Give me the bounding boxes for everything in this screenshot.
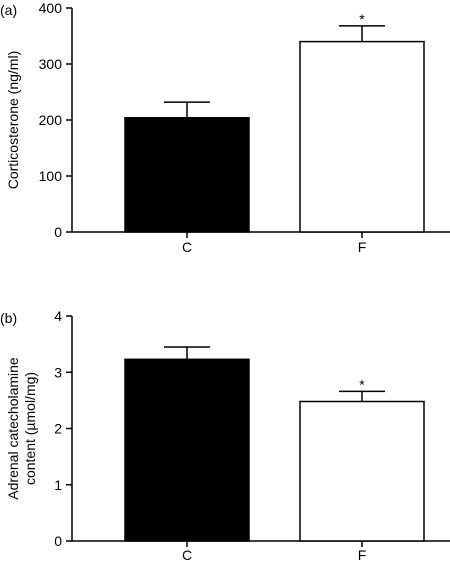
category-label: F [358, 239, 367, 255]
y-tick-label: 300 [39, 56, 63, 72]
y-axis-title: Adrenal catecholamine [5, 357, 21, 500]
panel-label: (a) [0, 2, 17, 18]
bar-f [299, 400, 425, 542]
bar-f [299, 40, 425, 233]
category-label: F [358, 547, 367, 562]
significance-marker: * [359, 11, 365, 27]
y-tick-label: 0 [54, 533, 62, 549]
y-axis-title: Corticosterone (ng/ml) [5, 51, 21, 190]
bar-c [124, 358, 250, 542]
y-tick-label: 0 [54, 224, 62, 240]
category-label: C [182, 239, 192, 255]
category-label: C [182, 547, 192, 562]
y-tick-label: 4 [54, 308, 62, 324]
y-tick-label: 200 [39, 112, 63, 128]
panel-label: (b) [0, 310, 17, 326]
y-tick-label: 1 [54, 477, 62, 493]
bar-c [124, 117, 250, 233]
y-tick-label: 2 [54, 421, 62, 437]
y-axis-title: content (µmol/mg) [22, 372, 38, 485]
y-tick-label: 100 [39, 168, 63, 184]
y-tick-label: 3 [54, 364, 62, 380]
y-tick-label: 400 [39, 0, 63, 16]
significance-marker: * [359, 376, 365, 392]
